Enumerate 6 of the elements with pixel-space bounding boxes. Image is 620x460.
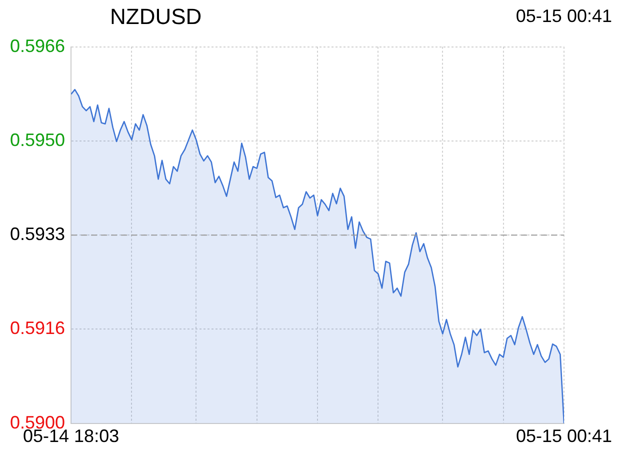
y-tick-label: 0.5950 — [10, 130, 66, 150]
y-tick-label: 0.5916 — [10, 318, 66, 338]
y-tick-label: 0.5966 — [10, 36, 66, 56]
chart-title: NZDUSD — [110, 4, 202, 30]
chart-subtitle: 05-15 00:41 — [516, 6, 612, 27]
y-tick-label: 0.5933 — [10, 224, 66, 244]
